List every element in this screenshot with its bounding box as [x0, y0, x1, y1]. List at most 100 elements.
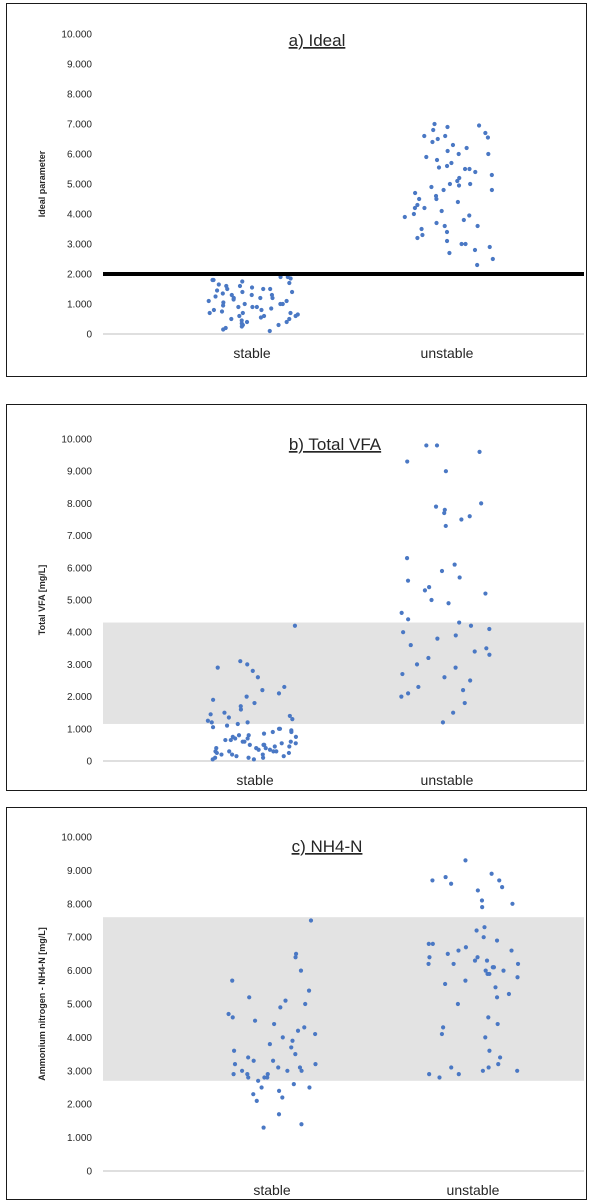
data-point-unstable: [506, 991, 512, 997]
data-point-unstable: [434, 220, 439, 226]
data-point-unstable: [457, 175, 462, 181]
data-point-unstable: [419, 226, 424, 232]
data-point-unstable: [404, 556, 410, 561]
data-point-stable: [219, 309, 225, 314]
data-point-stable: [216, 282, 221, 287]
data-point-stable: [249, 292, 254, 298]
data-point-unstable: [459, 517, 464, 522]
data-point-stable: [254, 304, 259, 310]
data-point-stable: [251, 757, 256, 762]
data-point-unstable: [444, 229, 450, 235]
data-point-stable: [246, 1075, 251, 1080]
data-point-stable: [303, 1001, 308, 1007]
data-point-unstable: [426, 655, 431, 661]
data-point-unstable: [473, 169, 478, 175]
data-point-stable: [209, 720, 214, 725]
data-point-unstable: [439, 568, 445, 574]
data-point-unstable: [435, 136, 440, 142]
data-point-unstable: [491, 965, 497, 970]
data-point-stable: [205, 718, 210, 723]
data-point-stable: [223, 737, 228, 743]
data-point-stable: [295, 1028, 301, 1033]
data-point-unstable: [434, 157, 440, 163]
data-point-unstable: [472, 247, 478, 253]
data-point-stable: [287, 280, 292, 286]
data-point-unstable: [479, 898, 485, 903]
data-point-unstable: [444, 238, 450, 244]
data-point-stable: [263, 746, 268, 751]
data-point-unstable: [442, 675, 447, 680]
data-point-stable: [293, 951, 299, 956]
y-tick-label: 10.000: [61, 833, 92, 844]
data-point-stable: [276, 1112, 282, 1117]
data-point-stable: [260, 752, 265, 757]
data-point-unstable: [442, 223, 447, 229]
data-point-unstable: [439, 208, 444, 214]
data-point-unstable: [483, 968, 488, 973]
data-point-stable: [238, 707, 244, 712]
y-tick-label: 1.000: [67, 300, 92, 311]
data-point-unstable: [416, 684, 421, 690]
data-point-unstable: [472, 958, 478, 963]
data-point-unstable: [475, 223, 480, 229]
y-tick-label: 4.000: [67, 210, 92, 221]
data-point-unstable: [443, 981, 448, 987]
data-point-stable: [249, 285, 255, 290]
data-point-stable: [206, 298, 211, 304]
data-point-unstable: [467, 166, 472, 172]
y-tick-label: 7.000: [67, 531, 92, 542]
data-point-unstable: [493, 985, 498, 990]
data-point-stable: [267, 328, 272, 334]
y-tick-label: 0: [86, 757, 92, 768]
data-point-unstable: [498, 1055, 503, 1060]
data-point-stable: [262, 742, 267, 747]
data-point-stable: [290, 1038, 295, 1043]
data-point-unstable: [441, 1025, 446, 1030]
data-point-stable: [251, 1092, 256, 1097]
category-label-unstable: unstable: [421, 772, 474, 788]
data-point-unstable: [411, 211, 416, 217]
data-point-stable: [226, 715, 231, 720]
data-point-unstable: [444, 163, 450, 169]
data-point-unstable: [483, 591, 488, 596]
data-point-unstable: [427, 1072, 432, 1077]
data-point-stable: [239, 324, 244, 329]
data-point-unstable: [515, 961, 521, 967]
data-point-unstable: [475, 262, 480, 268]
data-point-stable: [213, 294, 218, 299]
data-point-unstable: [453, 633, 458, 638]
data-point-stable: [240, 310, 245, 316]
y-tick-label: 0: [86, 330, 92, 341]
data-point-stable: [220, 291, 225, 296]
data-point-unstable: [482, 925, 487, 930]
data-point-unstable: [456, 1072, 461, 1077]
data-point-stable: [246, 755, 251, 760]
data-point-stable: [250, 304, 255, 310]
data-point-unstable: [496, 1062, 501, 1067]
data-point-stable: [276, 1088, 282, 1093]
data-point-unstable: [475, 888, 480, 893]
category-label-unstable: unstable: [447, 1182, 500, 1198]
data-point-stable: [267, 747, 273, 752]
data-point-unstable: [445, 124, 450, 130]
chart-title: b) Total VFA: [289, 435, 382, 454]
data-point-stable: [265, 1072, 270, 1077]
data-point-stable: [269, 292, 275, 298]
y-tick-label: 6.000: [67, 966, 92, 977]
data-point-unstable: [515, 975, 520, 980]
data-point-stable: [259, 1085, 264, 1090]
data-point-unstable: [422, 205, 427, 211]
y-tick-label: 3.000: [67, 660, 92, 671]
data-point-unstable: [484, 958, 490, 963]
data-point-stable: [284, 319, 289, 325]
y-tick-label: 2.000: [67, 692, 92, 703]
y-tick-label: 3.000: [67, 1066, 92, 1077]
data-point-unstable: [449, 1065, 454, 1070]
data-point-unstable: [495, 1021, 500, 1027]
data-point-unstable: [497, 878, 502, 883]
data-point-stable: [235, 721, 240, 727]
data-point-stable: [313, 1031, 318, 1037]
data-point-stable: [293, 734, 299, 739]
total-vfa-chart: 0 1.000 2.000 3.000 4.000 5.000 6.000 7.000 8.00…: [37, 435, 584, 788]
data-point-unstable: [477, 449, 482, 454]
